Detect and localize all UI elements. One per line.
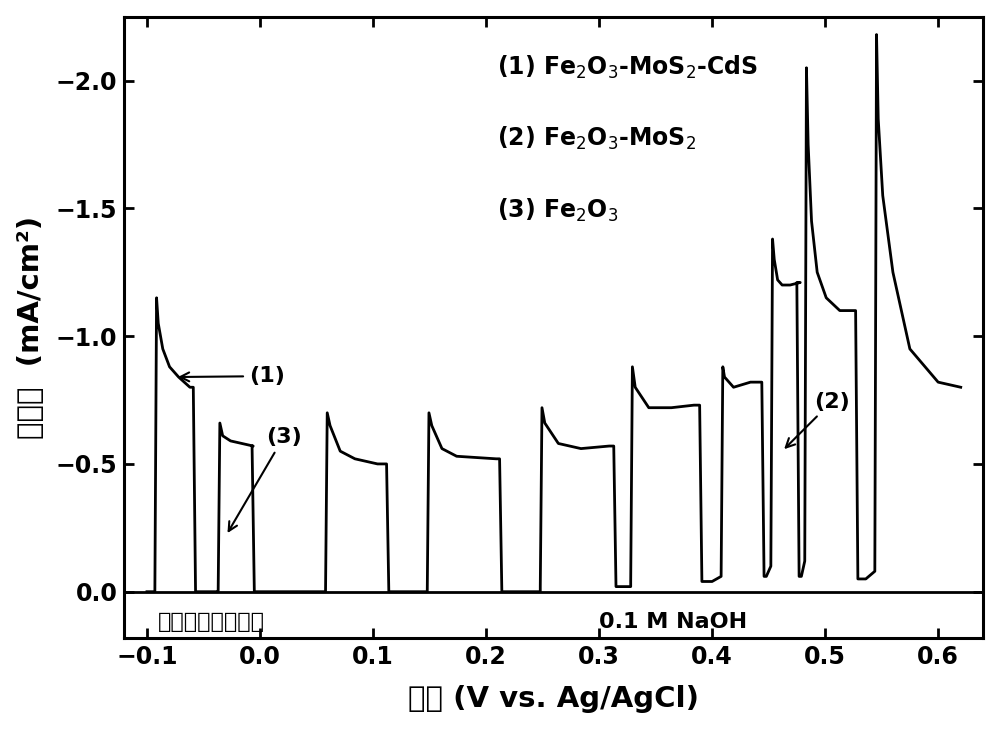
Text: (2): (2) bbox=[786, 392, 850, 447]
Text: (2) Fe$_2$O$_3$-MoS$_2$: (2) Fe$_2$O$_3$-MoS$_2$ bbox=[497, 125, 696, 152]
Text: (1): (1) bbox=[180, 366, 285, 386]
X-axis label: 电压 (V vs. Ag/AgCl): 电压 (V vs. Ag/AgCl) bbox=[408, 685, 699, 713]
Text: (3): (3) bbox=[229, 428, 301, 531]
Text: (3) Fe$_2$O$_3$: (3) Fe$_2$O$_3$ bbox=[497, 196, 619, 223]
Text: (1) Fe$_2$O$_3$-MoS$_2$-CdS: (1) Fe$_2$O$_3$-MoS$_2$-CdS bbox=[497, 53, 758, 80]
Y-axis label: 光电流  (mA/cm²): 光电流 (mA/cm²) bbox=[17, 215, 45, 439]
Text: 紫外可见光照射下: 紫外可见光照射下 bbox=[158, 612, 265, 632]
Text: 0.1 M NaOH: 0.1 M NaOH bbox=[599, 612, 747, 632]
